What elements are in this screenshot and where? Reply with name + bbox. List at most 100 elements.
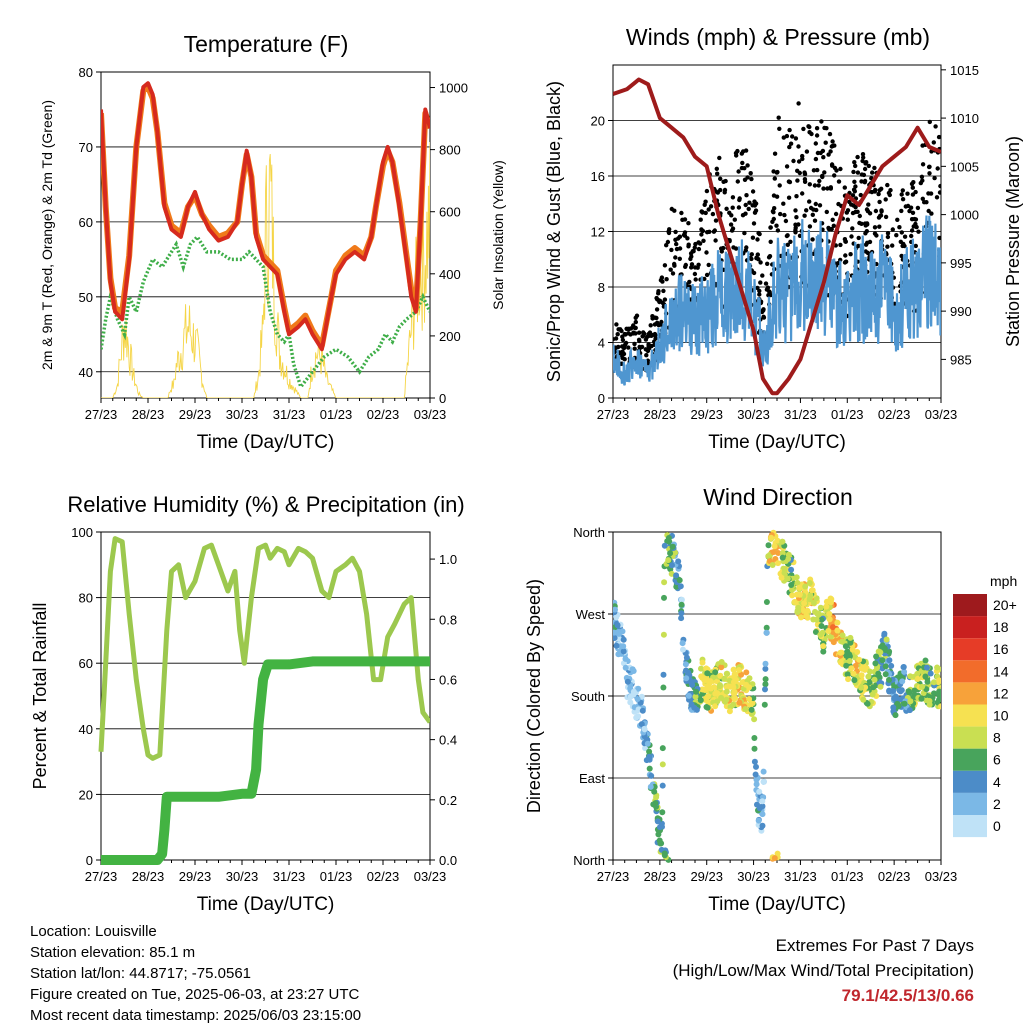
direction-point — [742, 706, 749, 712]
direction-point — [683, 654, 690, 661]
direction-point — [655, 831, 662, 838]
gust-point — [761, 314, 766, 319]
gust-point — [853, 184, 858, 189]
gust-point — [715, 190, 720, 195]
gust-point — [819, 119, 824, 124]
direction-point — [683, 675, 690, 682]
gust-point — [620, 355, 625, 361]
gust-point — [777, 126, 782, 131]
wind-xtick-label: 03/23 — [925, 407, 958, 422]
direction-point — [682, 661, 689, 668]
direction-point — [665, 557, 672, 564]
direction-point — [784, 575, 791, 582]
direction-point — [795, 604, 802, 611]
direction-point — [761, 701, 768, 708]
direction-point — [839, 632, 846, 639]
direction-point — [665, 535, 672, 541]
gust-point — [922, 200, 927, 205]
gust-point — [936, 134, 941, 140]
direction-point — [751, 716, 758, 723]
gust-point — [749, 252, 754, 257]
gust-point — [927, 164, 932, 169]
gust-point — [804, 149, 810, 154]
direction-point — [680, 646, 686, 653]
gust-point — [807, 182, 812, 187]
direction-point — [753, 776, 760, 783]
direction-point — [619, 628, 626, 635]
gust-point — [886, 190, 892, 196]
gust-point — [806, 124, 811, 129]
gust-point — [859, 179, 864, 184]
gust-point — [822, 170, 827, 175]
gust-point — [804, 208, 809, 213]
direction-point — [768, 534, 775, 541]
gust-point — [667, 227, 672, 232]
gust-point — [620, 337, 626, 343]
gust-point — [782, 212, 787, 218]
gust-point — [785, 242, 790, 247]
gust-point — [938, 183, 941, 189]
precipitation-line — [101, 656, 430, 865]
gust-point — [927, 171, 932, 176]
gust-point — [656, 291, 661, 296]
gust-point — [855, 209, 860, 214]
t2m-line — [101, 81, 430, 352]
legend-swatch — [953, 726, 987, 749]
gust-point — [912, 216, 917, 222]
direction-point — [894, 700, 901, 707]
gust-point — [772, 151, 778, 156]
latlon-text: Station lat/lon: 44.8717; -75.0561 — [30, 965, 252, 982]
gust-point — [766, 255, 772, 260]
rh-ytick-label: 60 — [79, 656, 93, 671]
wind-y2tick-label: 1005 — [950, 159, 979, 174]
direction-point — [827, 633, 834, 640]
direction-point — [826, 611, 833, 617]
legend-label: 4 — [993, 774, 1001, 790]
direction-point — [774, 850, 781, 857]
direction-point — [890, 688, 897, 694]
direction-point — [730, 701, 737, 708]
direction-point — [638, 721, 645, 728]
gust-point — [699, 209, 704, 214]
direction-point — [726, 708, 733, 715]
gust-point — [849, 202, 854, 207]
direction-point — [937, 703, 941, 710]
direction-point — [779, 554, 786, 561]
dir-ytick-label: North — [573, 853, 605, 868]
direction-point — [817, 604, 824, 611]
gust-point — [761, 307, 766, 312]
gust-point — [713, 218, 719, 223]
gust-point — [730, 226, 736, 231]
direction-point — [712, 703, 719, 710]
gust-point — [855, 170, 861, 175]
gust-point — [774, 223, 779, 228]
gust-point — [735, 148, 740, 154]
direction-point — [759, 822, 766, 829]
direction-point — [730, 684, 737, 691]
gust-point — [848, 252, 853, 257]
temp-xtick-label: 28/23 — [132, 407, 165, 422]
direction-point — [751, 735, 758, 741]
direction-point — [644, 740, 651, 747]
gust-point — [934, 195, 940, 200]
direction-point — [693, 688, 699, 695]
gust-point — [826, 225, 831, 231]
gust-point — [860, 158, 865, 164]
legend-swatch — [953, 792, 987, 815]
direction-point — [639, 707, 646, 714]
direction-point — [870, 684, 877, 691]
direction-point — [834, 619, 841, 626]
direction-point — [809, 587, 816, 594]
direction-point — [613, 606, 618, 613]
gust-point — [899, 192, 904, 197]
direction-point — [791, 598, 798, 605]
gust-point — [879, 209, 884, 214]
direction-point — [688, 701, 695, 708]
gust-point — [818, 150, 823, 156]
gust-point — [774, 194, 780, 199]
direction-point — [872, 660, 879, 667]
dir-ylabel: Direction (Colored By Speed) — [524, 579, 544, 813]
gust-point — [770, 219, 775, 224]
gust-point — [745, 163, 750, 168]
gust-point — [817, 203, 823, 208]
